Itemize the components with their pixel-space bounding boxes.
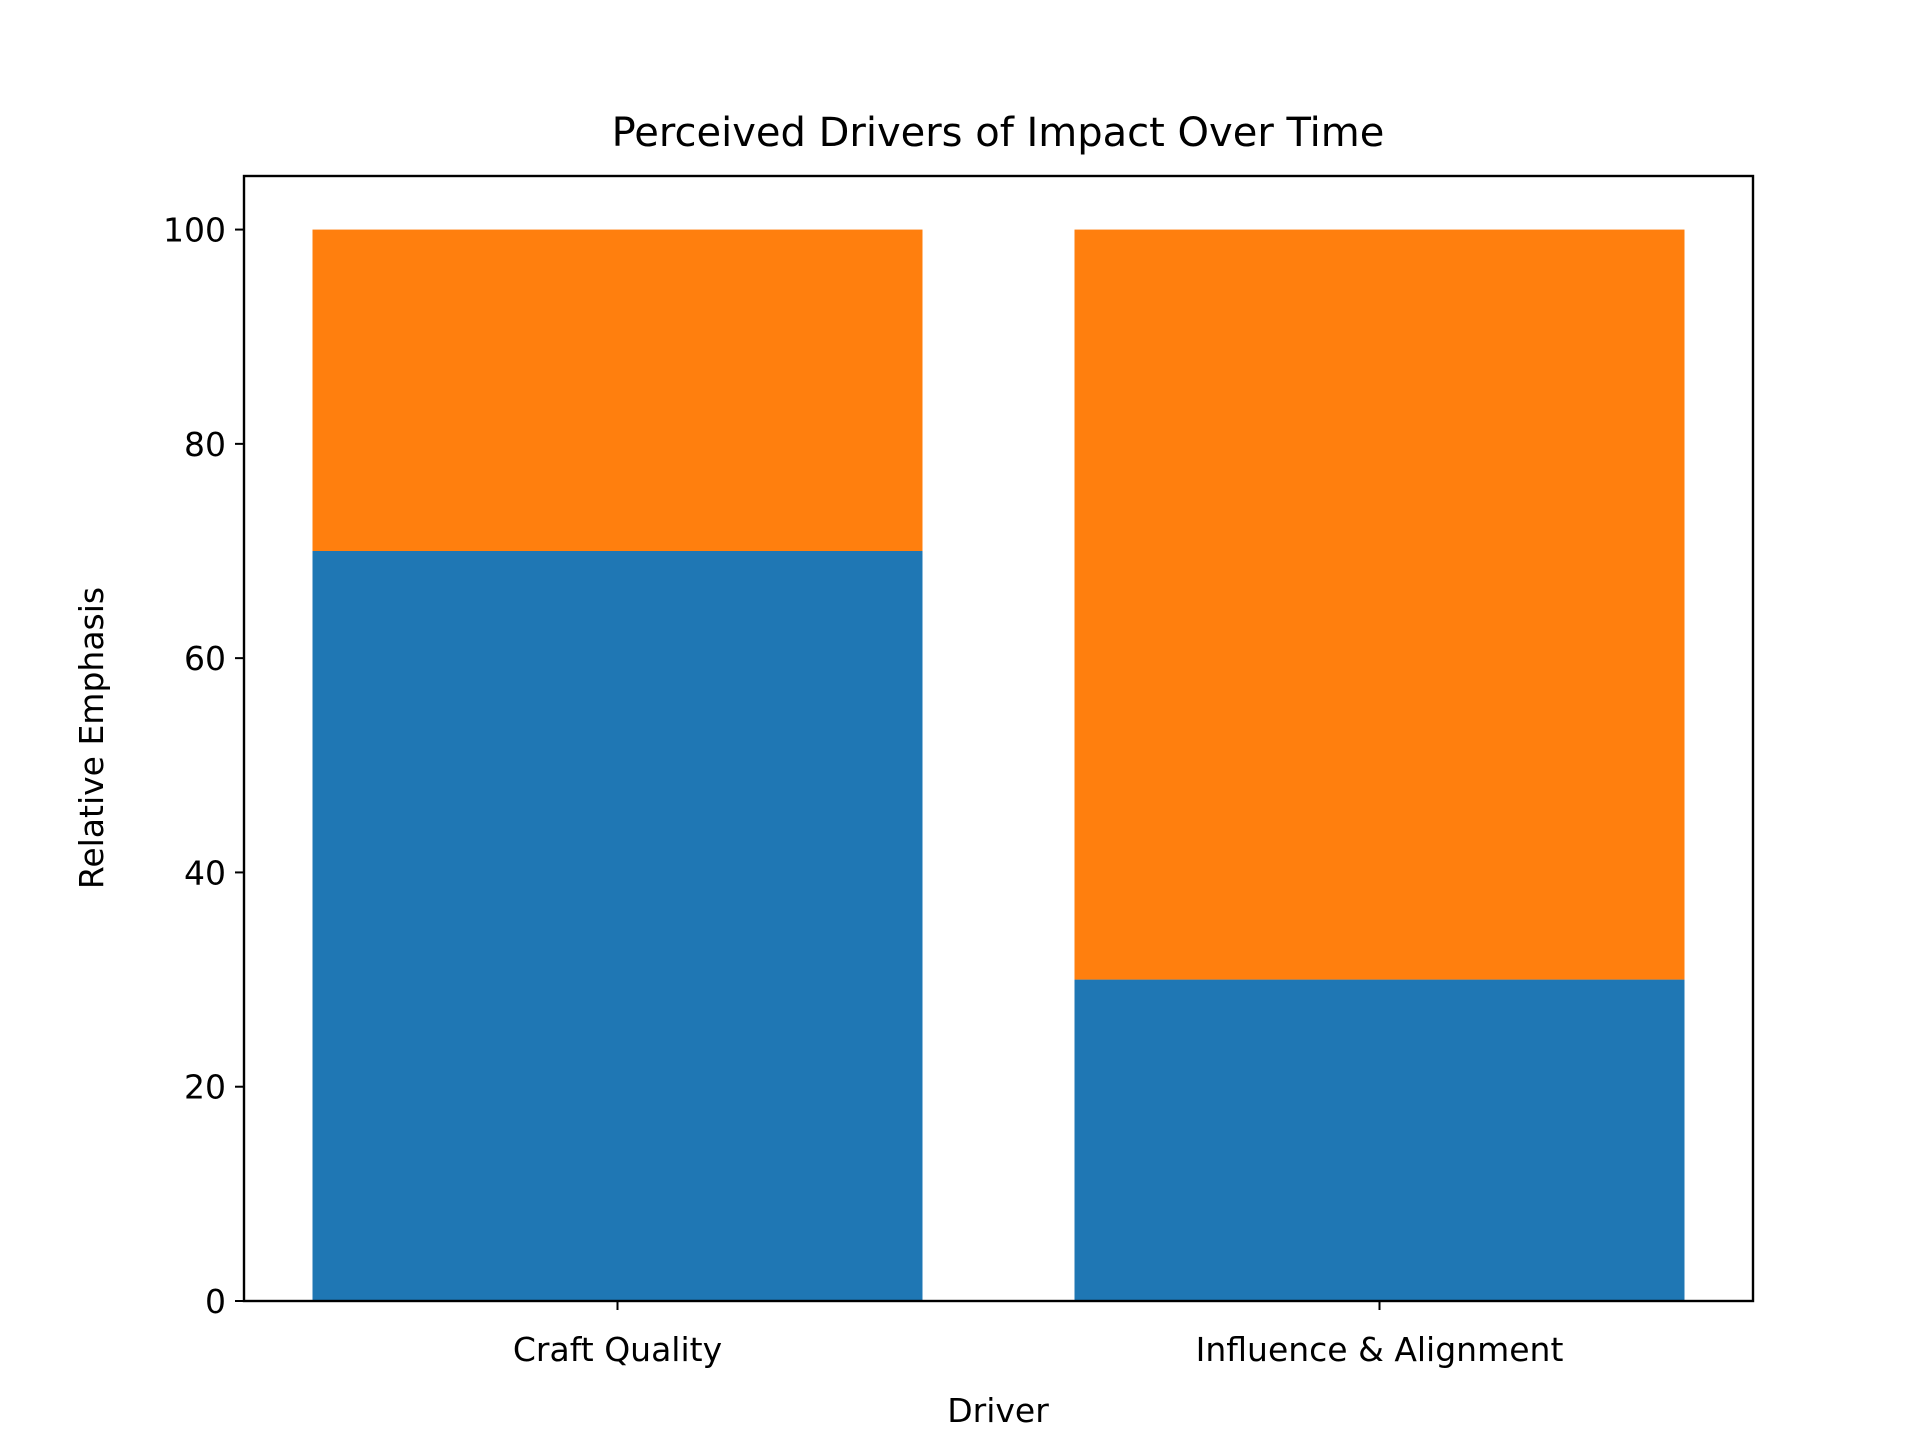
bar-craft-quality-series-2 — [312, 229, 923, 552]
bar-craft-quality-series-1 — [312, 551, 923, 1301]
y-tick-label: 40 — [184, 853, 226, 892]
axes-frame — [242, 174, 1755, 1303]
y-tick-label: 80 — [184, 425, 226, 464]
y-tick-label: 20 — [184, 1068, 226, 1107]
bar-influence-alignment-series-1 — [1074, 979, 1685, 1301]
chart-title: Perceived Drivers of Impact Over Time — [612, 110, 1385, 156]
x-tick-label: Influence & Alignment — [1196, 1330, 1564, 1369]
x-tick-label: Craft Quality — [513, 1330, 722, 1369]
y-tick-label: 0 — [205, 1282, 226, 1321]
y-tick-label: 60 — [184, 639, 226, 678]
bar-influence-alignment-series-2 — [1074, 229, 1685, 980]
y-axis-label: Relative Emphasis — [72, 587, 111, 889]
y-tick-label: 100 — [163, 211, 226, 250]
x-axis-label: Driver — [947, 1391, 1049, 1430]
